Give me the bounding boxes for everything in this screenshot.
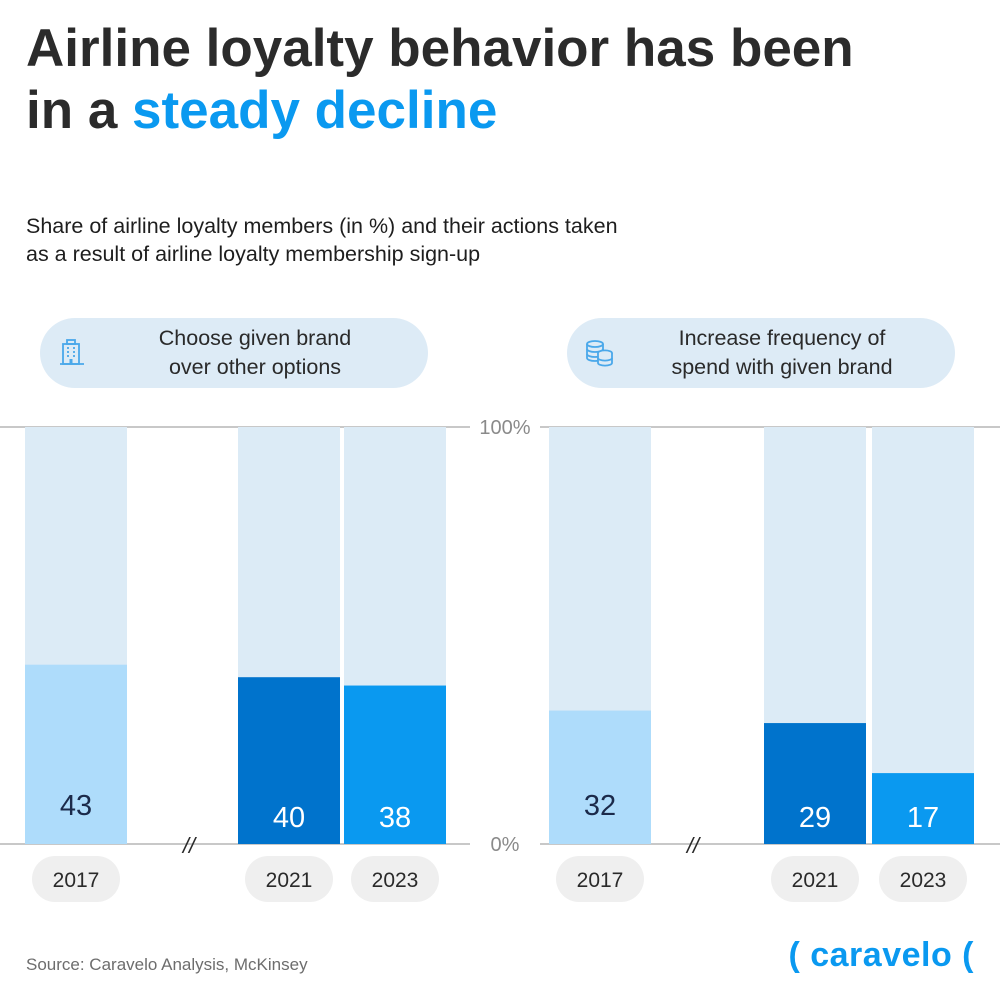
data-label-2017: 43 [60, 790, 92, 822]
axis-break-right: // [685, 833, 701, 858]
subtitle-line-1: Share of airline loyalty members (in %) … [26, 214, 618, 238]
year-label-2023: 2023 [900, 869, 947, 892]
panel-label-line-2: spend with given brand [671, 355, 893, 379]
axis-break-left: // [181, 833, 197, 858]
bar-2017 [549, 710, 651, 844]
panel-label-line-1: Choose given brand [158, 326, 352, 350]
bar-2021 [238, 677, 340, 844]
title-accent: steady decline [132, 81, 498, 140]
panel-label-line-1: Increase frequency of [678, 326, 886, 350]
bar-2017 [25, 664, 127, 844]
chart-title: Airline loyalty behavior has been in a st… [26, 18, 986, 142]
panel-label-increase-frequency: Increase frequency of spend with given b… [567, 318, 955, 388]
panel-label-text: Increase frequency of spend with given b… [623, 324, 941, 382]
data-label-2021: 29 [799, 802, 831, 834]
year-pill-2017 [32, 856, 120, 902]
year-pill-2021 [245, 856, 333, 902]
chart-area: 100% 0% // // 43 2017 40 2021 38 2023 32 2017 29… [0, 417, 1000, 902]
bar-2021 [764, 723, 866, 844]
panel-label-text: Choose given brand over other options [96, 324, 414, 382]
year-pill-2023 [879, 856, 967, 902]
source-note: Source: Caravelo Analysis, McKinsey [26, 955, 308, 974]
data-label-2017: 32 [584, 790, 616, 822]
coins-stack-icon [586, 340, 613, 367]
data-label-2023: 38 [379, 802, 411, 834]
panel-label-line-2: over other options [168, 355, 342, 379]
brand-logo: ( caravelo ( [788, 936, 974, 974]
year-label-2017: 2017 [53, 869, 100, 892]
y-tick-label-100: 100% [479, 417, 530, 439]
chart-subtitle: Share of airline loyalty members (in %) … [26, 212, 826, 268]
year-label-2023: 2023 [372, 869, 419, 892]
bar-2023 [872, 773, 974, 844]
data-label-2023: 17 [907, 802, 939, 834]
data-label-2021: 40 [273, 802, 305, 834]
year-pill-2021 [771, 856, 859, 902]
building-icon [60, 339, 84, 365]
y-tick-label-0: 0% [491, 834, 520, 856]
year-label-2021: 2021 [266, 869, 313, 892]
subtitle-line-2: as a result of airline loyalty membershi… [26, 242, 481, 266]
year-label-2021: 2021 [792, 869, 839, 892]
bar-2023 [344, 685, 446, 844]
year-pill-2023 [351, 856, 439, 902]
title-line-2-prefix: in a [26, 81, 133, 140]
title-line-1: Airline loyalty behavior has been [26, 19, 854, 78]
year-pill-2017 [556, 856, 644, 902]
bars-group: 43 2017 40 2021 38 2023 32 2017 29 2021 17 2023 [25, 427, 974, 902]
year-label-2017: 2017 [577, 869, 624, 892]
panel-label-choose-brand: Choose given brand over other options [40, 318, 428, 388]
